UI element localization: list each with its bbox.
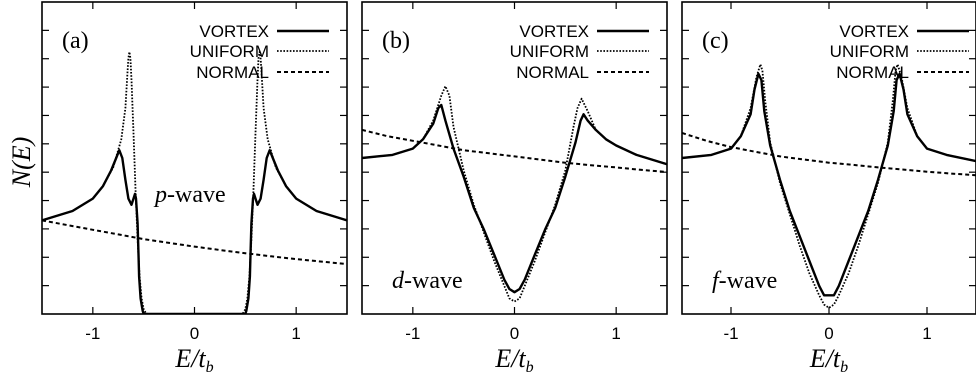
series-vortex-line bbox=[42, 149, 347, 314]
legend-label: UNIFORM bbox=[510, 42, 589, 61]
legend-label: VORTEX bbox=[839, 22, 909, 41]
wave-type-label: d-wave bbox=[392, 268, 463, 294]
series-normal-line bbox=[682, 132, 976, 177]
series-uniform-line bbox=[682, 63, 976, 309]
x-tick-label: 1 bbox=[291, 324, 300, 343]
x-axis-label: E/tb bbox=[809, 344, 848, 375]
x-tick-label: 0 bbox=[190, 324, 199, 343]
panel-label: (c) bbox=[702, 28, 729, 54]
wave-type-label: f-wave bbox=[712, 268, 777, 294]
panel-label: (a) bbox=[62, 28, 89, 54]
legend-label: NORMAL bbox=[196, 63, 269, 82]
legend-label: VORTEX bbox=[199, 22, 269, 41]
x-axis-label: E/tb bbox=[494, 344, 533, 375]
series-vortex-line bbox=[362, 103, 667, 294]
legend-label: NORMAL bbox=[516, 63, 589, 82]
series-uniform-line bbox=[362, 85, 667, 303]
x-tick-label: 1 bbox=[611, 324, 620, 343]
series-vortex-line bbox=[682, 72, 976, 297]
series-normal-line bbox=[42, 219, 347, 266]
wave-type-label: p-wave bbox=[153, 182, 226, 208]
x-tick-label: 0 bbox=[510, 324, 519, 343]
legend-label: NORMAL bbox=[836, 63, 909, 82]
x-axis-label: E/tb bbox=[174, 344, 213, 375]
panel-label: (b) bbox=[382, 28, 410, 54]
y-axis-label: N(E) bbox=[7, 137, 36, 189]
legend-label: VORTEX bbox=[519, 22, 589, 41]
x-tick-label: -1 bbox=[723, 324, 738, 343]
series-normal-line bbox=[362, 128, 667, 173]
x-tick-label: -1 bbox=[85, 324, 100, 343]
legend-label: UNIFORM bbox=[830, 42, 909, 61]
x-tick-label: 1 bbox=[922, 324, 931, 343]
legend-label: UNIFORM bbox=[190, 42, 269, 61]
series-uniform-line bbox=[42, 51, 347, 314]
x-tick-label: -1 bbox=[405, 324, 420, 343]
x-tick-label: 0 bbox=[824, 324, 833, 343]
